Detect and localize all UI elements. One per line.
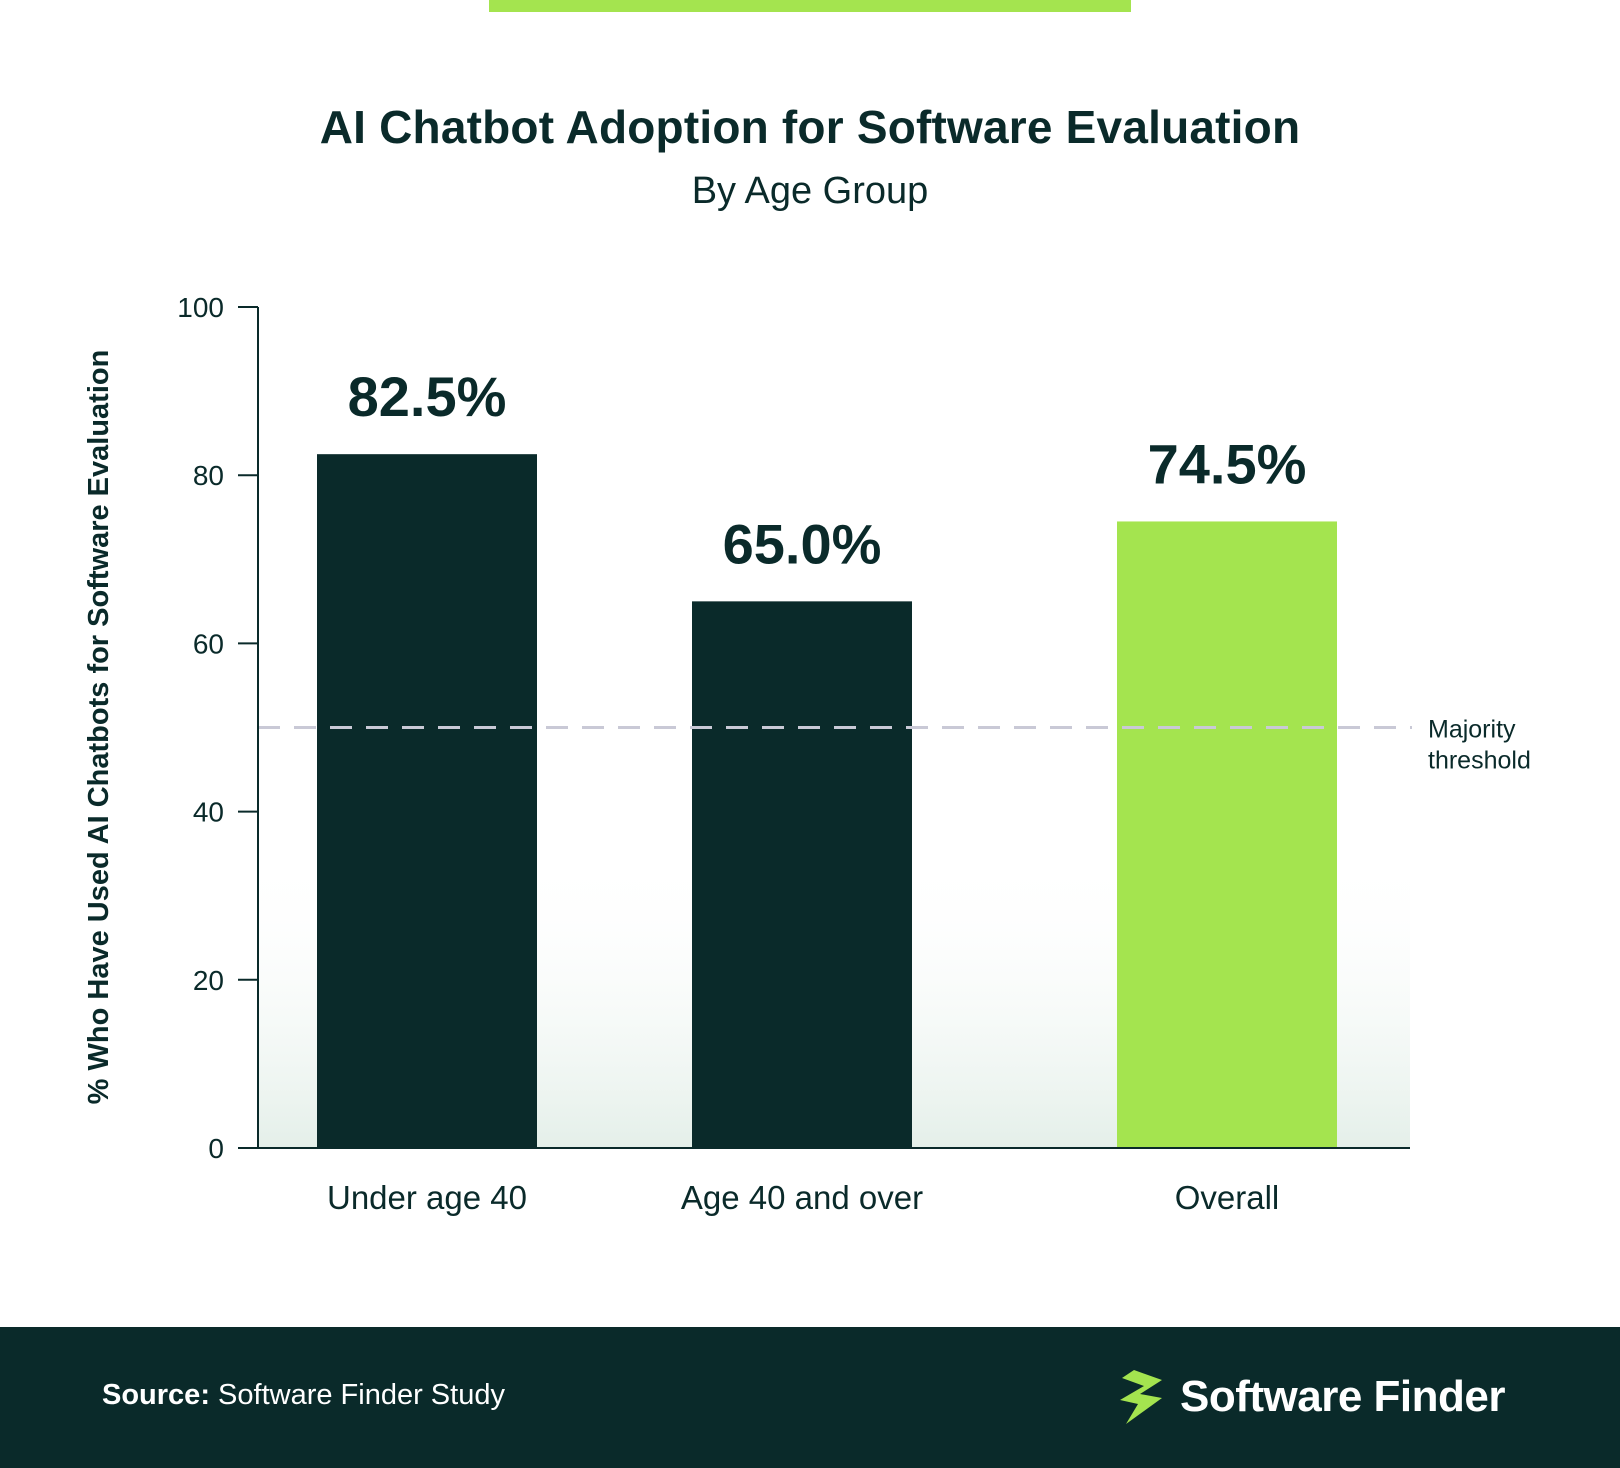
bar <box>317 454 537 1148</box>
brand-name: Software Finder <box>1180 1372 1506 1421</box>
x-category-label: Under age 40 <box>327 1179 527 1216</box>
source-text: Software Finder Study <box>218 1379 505 1411</box>
chart-subtitle: By Age Group <box>691 170 929 212</box>
bar-chart: 0 20 40 60 80 100 Majority threshold 82.5% Unde… <box>83 292 1531 1216</box>
bar-value-label: 74.5% <box>1148 432 1307 495</box>
threshold-label: threshold <box>1428 747 1531 775</box>
bar <box>692 601 912 1148</box>
brand-logo: Software Finder <box>1118 1368 1506 1426</box>
y-tick-label: 40 <box>193 797 224 828</box>
y-tick-label: 80 <box>193 460 224 491</box>
bar <box>1117 521 1337 1148</box>
bar-value-label: 82.5% <box>348 365 507 428</box>
y-tick-label: 60 <box>193 628 224 659</box>
lightning-bolt-icon <box>1120 1370 1162 1424</box>
footer-bar <box>0 1327 1620 1468</box>
bar-value-label: 65.0% <box>723 512 882 575</box>
y-axis-label: % Who Have Used AI Chatbots for Software… <box>83 350 115 1105</box>
chart-title: AI Chatbot Adoption for Software Evaluat… <box>319 101 1301 153</box>
threshold-label: Majority <box>1428 716 1516 744</box>
y-tick-label: 100 <box>177 292 224 323</box>
y-tick-label: 0 <box>208 1133 224 1164</box>
x-category-label: Age 40 and over <box>681 1179 923 1216</box>
top-accent-bar <box>489 0 1131 12</box>
y-tick-label: 20 <box>193 965 224 996</box>
x-category-label: Overall <box>1175 1179 1280 1216</box>
source-note: Source: Software Finder Study <box>102 1379 505 1412</box>
source-label: Source: <box>102 1379 210 1411</box>
